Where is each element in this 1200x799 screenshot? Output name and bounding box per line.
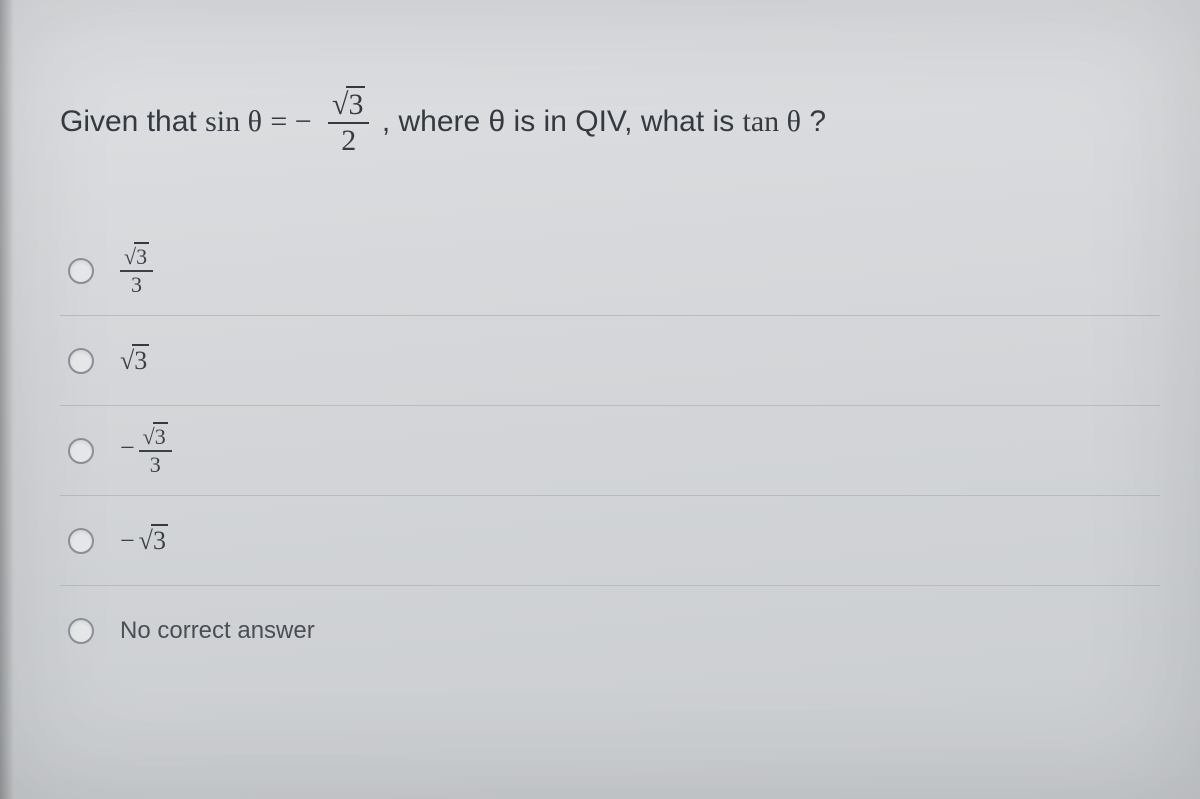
question-text: Given that sin θ = − √3 2 , where θ is i… (60, 90, 1150, 156)
option-e[interactable]: No correct answer (60, 586, 1160, 676)
option-b[interactable]: √3 (60, 316, 1160, 406)
option-e-label: No correct answer (120, 617, 315, 645)
radio-icon[interactable] (68, 618, 94, 644)
equals-sign: = (270, 105, 294, 138)
photo-edge (0, 0, 14, 799)
radio-icon[interactable] (68, 348, 94, 374)
minus-sign: − (295, 105, 312, 138)
option-d-label: −√3 (120, 526, 168, 556)
tan-theta: tan θ (743, 105, 802, 138)
question-numerator-sqrt: 3 (346, 86, 365, 121)
radio-icon[interactable] (68, 438, 94, 464)
option-b-label: √3 (120, 346, 149, 376)
option-d[interactable]: −√3 (60, 496, 1160, 586)
option-c[interactable]: − √3 3 (60, 406, 1160, 496)
options-list: √3 3 √3 − √3 3 −√ (60, 226, 1160, 676)
option-a[interactable]: √3 3 (60, 226, 1160, 316)
quiz-page: Given that sin θ = − √3 2 , where θ is i… (0, 0, 1200, 799)
radio-icon[interactable] (68, 258, 94, 284)
question-fraction: √3 2 (328, 90, 369, 156)
sin-theta: sin θ (205, 105, 262, 138)
question-prefix: Given that (60, 105, 205, 138)
option-a-label: √3 3 (120, 246, 153, 296)
question-suffix: ? (809, 105, 826, 138)
question-middle: , where θ is in QIV, what is (382, 105, 743, 138)
radio-icon[interactable] (68, 528, 94, 554)
option-c-label: − √3 3 (120, 426, 172, 476)
question-denominator: 2 (328, 124, 369, 156)
